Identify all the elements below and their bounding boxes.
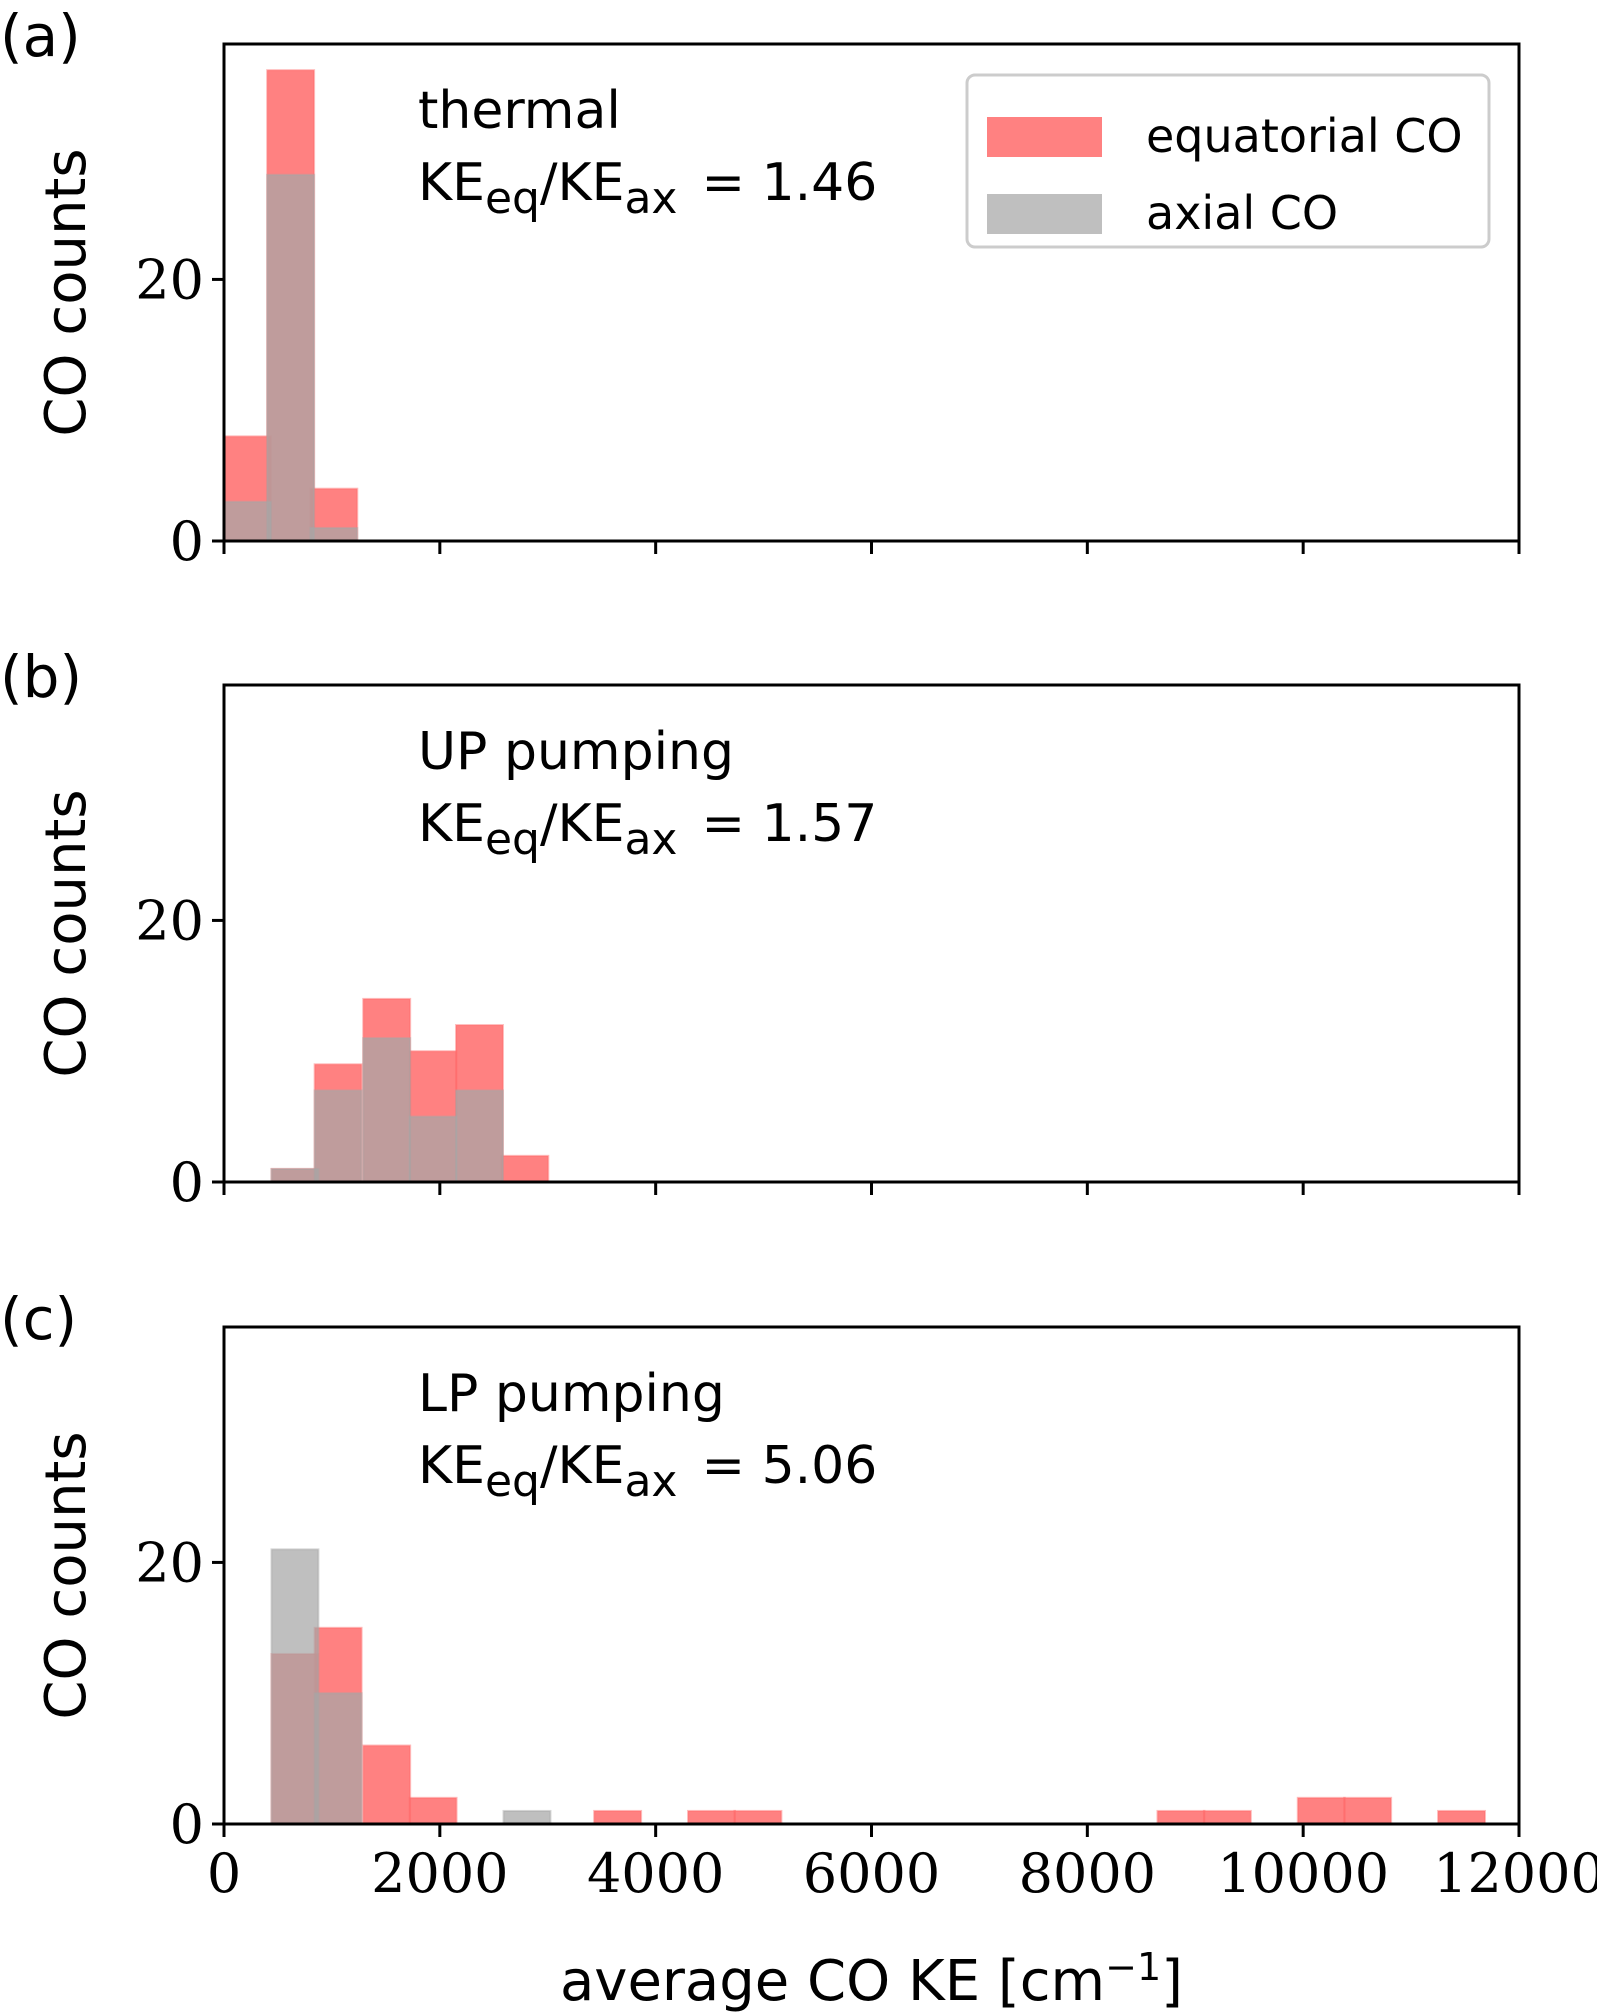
series-axial: [270, 1037, 504, 1184]
x-tick-label: 6000: [803, 1842, 940, 1905]
histogram-bar: [502, 1809, 552, 1825]
histogram-bar: [455, 1089, 504, 1184]
histogram-bar: [362, 1744, 412, 1826]
annotation-title: thermal: [418, 81, 621, 141]
histogram-bar: [408, 1115, 458, 1183]
x-tick-label: 0: [207, 1842, 241, 1905]
annotation-ratio: KEeq/KEax = 1.57: [418, 794, 877, 865]
ratio-value: = 1.57: [701, 794, 877, 854]
x-tick-label: 10000: [1217, 1842, 1389, 1905]
y-axis-label: CO counts: [34, 789, 99, 1077]
y-axis-label: CO counts: [34, 148, 99, 436]
annotation-ratio: KEeq/KEax = 5.06: [418, 1436, 877, 1507]
x-tick-label: 2000: [371, 1842, 508, 1905]
panel-label: (a): [0, 2, 81, 70]
ratio-value: = 1.46: [701, 153, 877, 213]
legend-swatch: [987, 194, 1102, 234]
annotation-title: UP pumping: [418, 722, 734, 782]
histogram-bar: [1437, 1809, 1487, 1825]
series-axial: [270, 1548, 552, 1826]
ratio-ke: KE: [418, 153, 485, 213]
panel-label: (c): [0, 1285, 77, 1353]
x-tick-label: 4000: [587, 1842, 724, 1905]
panel-a: 0 20 CO counts (a) thermal KEeq/KEax = 1.46 equ…: [0, 2, 1521, 573]
histogram-bar: [313, 1089, 363, 1184]
histogram-bar: [1202, 1809, 1252, 1825]
y-tick-label: 20: [135, 889, 204, 952]
y-tick-label: 0: [170, 1793, 204, 1856]
ratio-slash-ke: /KE: [540, 153, 624, 213]
x-axis-label-sup: −1: [1105, 1945, 1161, 1989]
ratio-sub-eq: eq: [485, 173, 540, 224]
histogram-bar: [313, 1692, 363, 1826]
ratio-ke: KE: [418, 794, 485, 854]
histogram-bar: [223, 500, 272, 542]
panel-label: (b): [0, 643, 82, 711]
ratio-ke: KE: [418, 1436, 485, 1496]
legend-label: equatorial CO: [1146, 109, 1463, 163]
histogram-bar: [593, 1809, 643, 1825]
histogram-bar: [1296, 1796, 1346, 1826]
series-axial: [223, 173, 359, 543]
histogram-bar: [687, 1809, 736, 1825]
histogram-bar: [408, 1796, 458, 1826]
ratio-sub-ax: ax: [624, 173, 677, 224]
ratio-value: = 5.06: [701, 1436, 877, 1496]
legend-swatch: [987, 117, 1102, 157]
x-tick-label: 8000: [1019, 1842, 1156, 1905]
ratio-sub-eq: eq: [485, 1456, 540, 1507]
annotation-ratio: KEeq/KEax = 1.46: [418, 153, 877, 224]
x-tick-label: 12000: [1433, 1842, 1597, 1905]
ratio-sub-ax: ax: [624, 1456, 677, 1507]
histogram-bar: [362, 1037, 412, 1184]
histogram-bar: [270, 1548, 320, 1826]
ratio-sub-ax: ax: [624, 814, 677, 865]
legend: equatorial CO axial CO: [965, 73, 1491, 249]
legend-label: axial CO: [1146, 186, 1338, 240]
x-axis-label-end: ]: [1161, 1949, 1183, 2014]
histogram-bar: [500, 1154, 550, 1184]
histogram-bar: [270, 1167, 320, 1183]
panel-c: 0 20 0 2000 4000 6000 8000 10000 12000 CO counts (…: [0, 1285, 1597, 2014]
histogram-bar: [266, 173, 316, 543]
ratio-slash-ke: /KE: [540, 794, 624, 854]
x-axis-label: average CO KE [cm−1]: [560, 1945, 1183, 2014]
histogram-bar: [1156, 1809, 1206, 1825]
ratio-slash-ke: /KE: [540, 1436, 624, 1496]
histogram-bar: [733, 1809, 783, 1825]
histogram-bar: [309, 526, 359, 543]
y-tick-label: 0: [170, 510, 204, 573]
y-tick-label: 20: [135, 248, 204, 311]
panel-b: 0 20 CO counts (b) UP pumping KEeq/KEax = 1.57: [0, 643, 1521, 1214]
series-equatorial: [270, 1626, 1487, 1826]
ratio-sub-eq: eq: [485, 814, 540, 865]
y-tick-label: 0: [170, 1151, 204, 1214]
x-axis-label-main: average CO KE [cm: [560, 1949, 1105, 2014]
annotation-title: LP pumping: [418, 1364, 725, 1424]
y-tick-label: 20: [135, 1531, 204, 1594]
y-axis-label: CO counts: [34, 1431, 99, 1719]
histogram-bar: [1343, 1796, 1393, 1826]
